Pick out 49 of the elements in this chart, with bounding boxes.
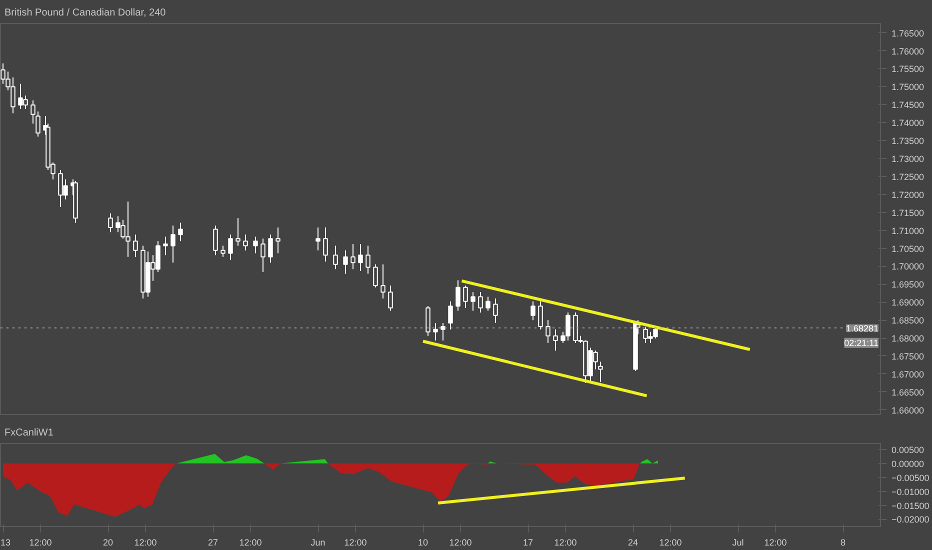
y-tick-label: −0.01000 — [892, 486, 930, 497]
y-tick-label: 1.66000 — [892, 405, 924, 416]
y-tick-label: 1.67500 — [892, 351, 924, 362]
y-tick-label: 1.73000 — [892, 154, 924, 164]
y-tick-label: 1.68000 — [892, 334, 924, 344]
x-tick-label: 20 — [102, 538, 114, 548]
y-tick-label: 1.71500 — [892, 208, 924, 218]
x-tick-label: 27 — [208, 538, 218, 548]
y-tick-label: 1.73500 — [892, 136, 924, 146]
y-tick-label: 1.70000 — [892, 262, 924, 272]
annotation: 02:21:11 — [844, 338, 879, 348]
x-tick-label: 10 — [418, 538, 428, 548]
chart-title: British Pound / Canadian Dollar, 240 — [4, 8, 166, 18]
y-tick-label: 1.66500 — [892, 387, 924, 398]
y-tick-label: −0.02000 — [892, 514, 930, 525]
x-tick-label: 12:00 — [449, 538, 472, 548]
y-tick-label: 1.69000 — [892, 298, 924, 308]
x-tick-label: 12:00 — [554, 538, 577, 548]
y-tick-label: 1.70500 — [892, 244, 924, 254]
y-tick-label: 1.75000 — [892, 82, 924, 92]
y-tick-label: 1.72000 — [892, 190, 924, 200]
x-tick-label: Jul — [732, 538, 744, 548]
x-tick-label: 24 — [628, 538, 638, 548]
y-tick-label: 1.67000 — [892, 369, 924, 380]
x-tick-label: 8 — [840, 538, 846, 548]
y-tick-label: 1.71000 — [892, 226, 924, 236]
ref-line-label: 1.68281 — [846, 323, 879, 334]
x-tick-label: 17 — [522, 538, 534, 548]
x-tick-label: 12:00 — [134, 538, 157, 548]
y-tick-label: 1.76500 — [892, 28, 924, 38]
x-tick-label: 12:00 — [764, 538, 787, 548]
y-tick-label: 1.68500 — [892, 316, 924, 326]
chart-title: FxCanliW1 — [4, 428, 54, 438]
y-tick-label: −0.00500 — [892, 472, 930, 483]
y-tick-label: 1.76000 — [892, 46, 924, 56]
y-tick-label: −0.01500 — [892, 500, 930, 511]
y-tick-label: 1.69500 — [892, 280, 924, 290]
y-tick-label: 0.00000 — [892, 458, 924, 469]
x-tick-label: 12:00 — [29, 538, 52, 548]
x-tick-label: 12:00 — [239, 538, 262, 548]
x-tick-label: 12:00 — [344, 538, 367, 548]
y-tick-label: 1.74500 — [892, 100, 924, 110]
x-tick-label: Jun — [310, 538, 326, 548]
x-tick-label: 13 — [0, 538, 11, 548]
y-tick-label: 1.75500 — [892, 64, 924, 74]
y-tick-label: 1.72500 — [892, 172, 924, 182]
y-tick-label: 0.00500 — [892, 444, 924, 455]
y-tick-label: 1.74000 — [892, 118, 924, 128]
x-tick-label: 12:00 — [659, 538, 682, 548]
